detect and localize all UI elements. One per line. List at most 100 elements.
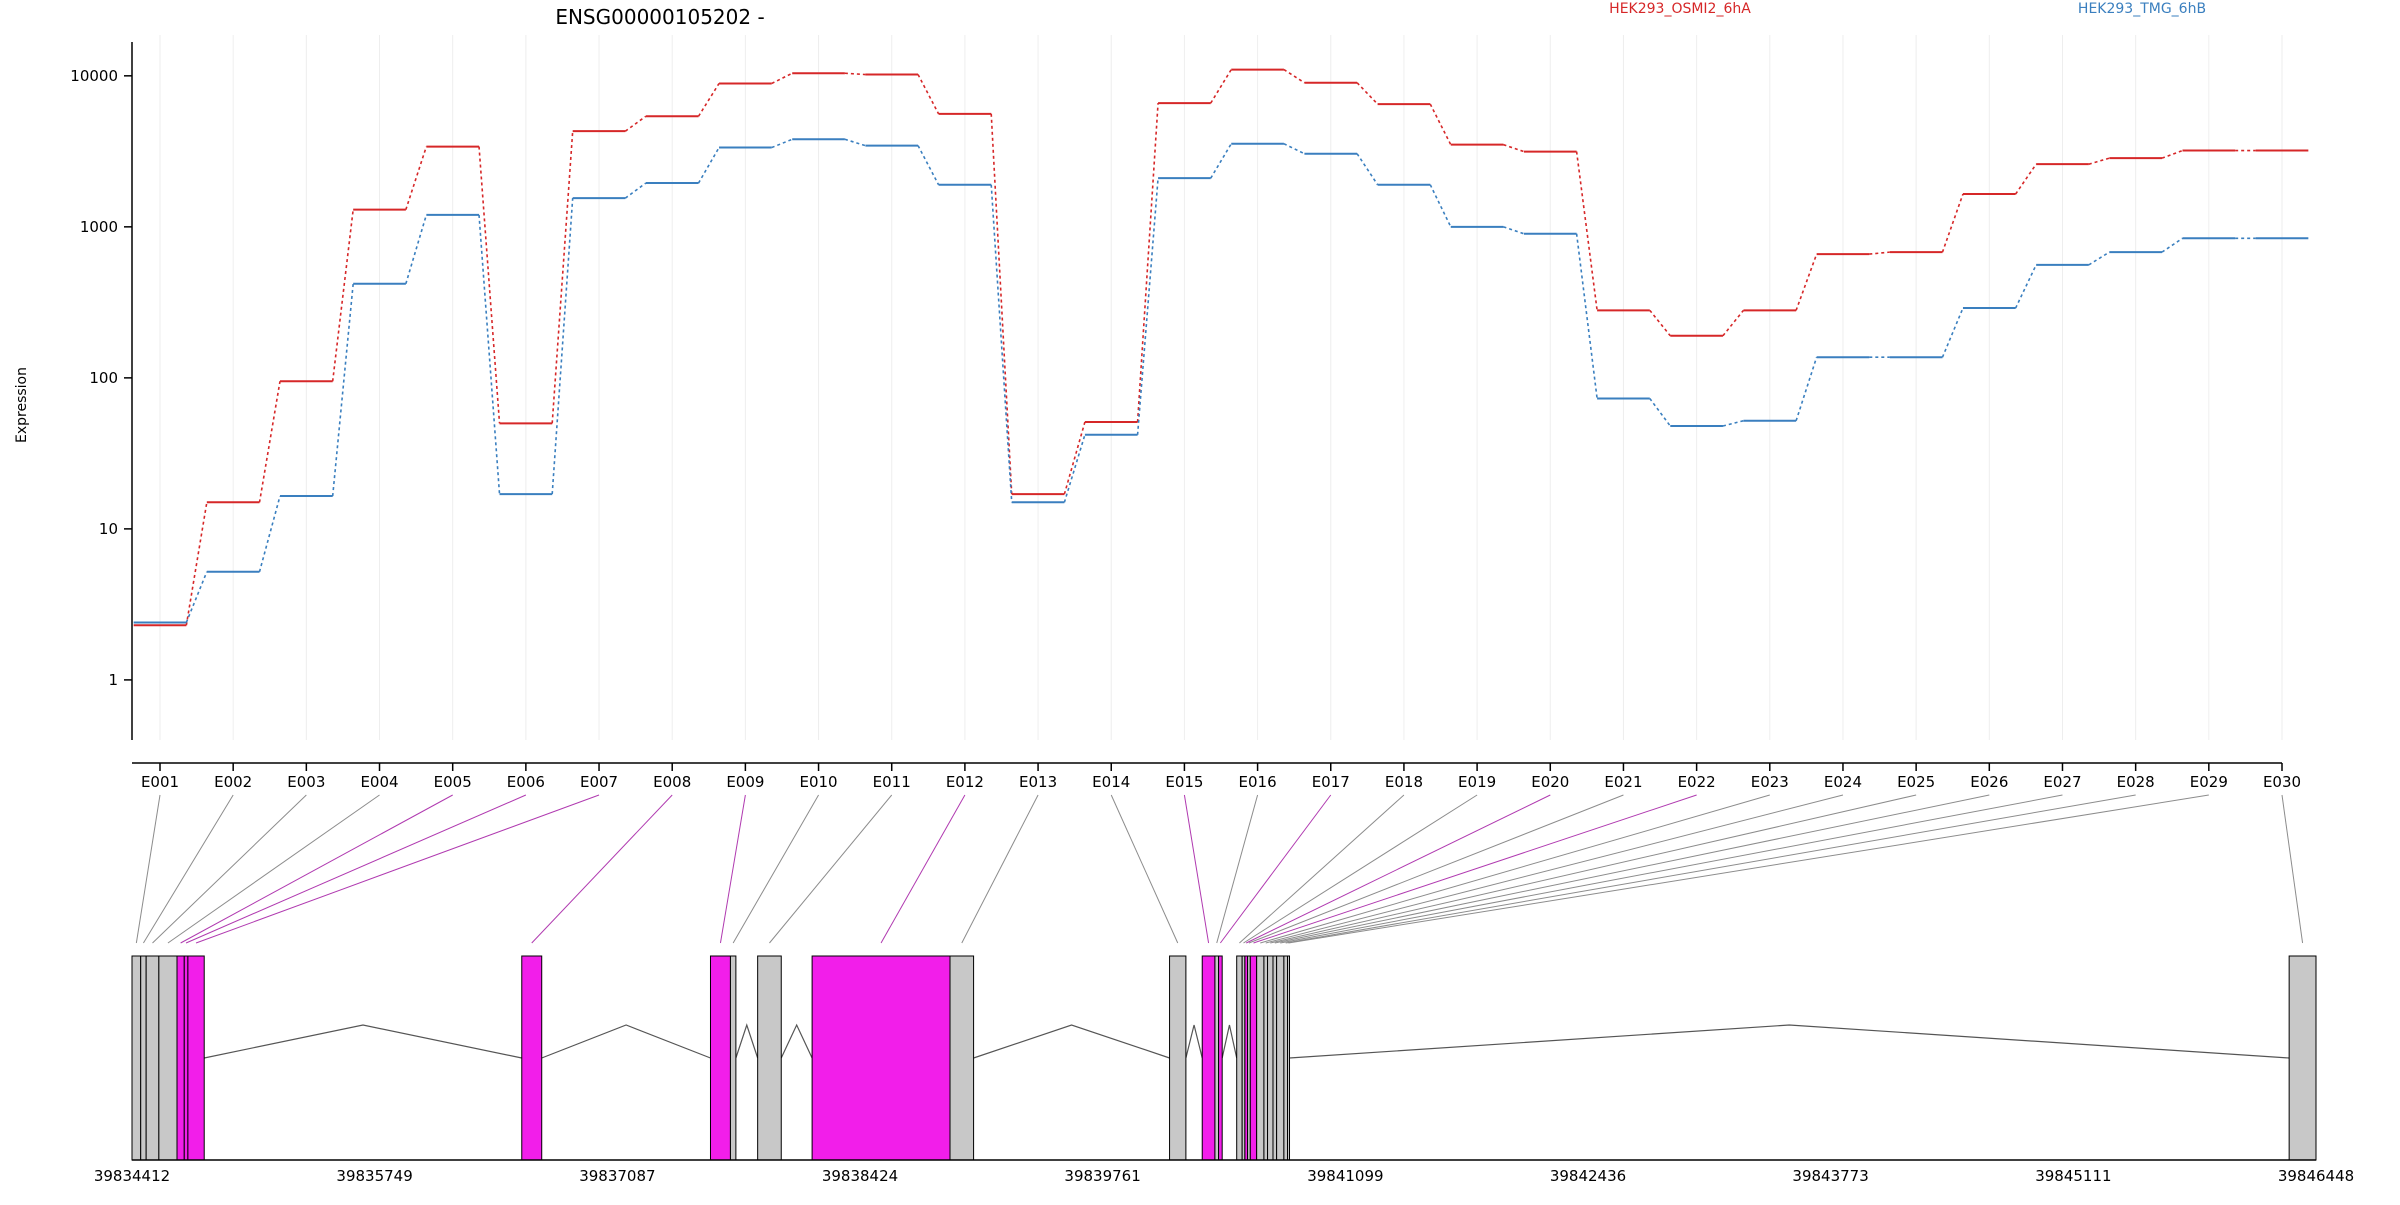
connector-E021 — [1248, 794, 1624, 944]
x-tick-label-E024: E024 — [1824, 773, 1862, 791]
connector-E008 — [531, 794, 673, 944]
connector-E005 — [180, 794, 453, 944]
transition-HEK293_OSMI2_6hA-E011 — [917, 74, 940, 115]
genomic-tick-label-39835749: 39835749 — [336, 1167, 412, 1185]
x-tick-label-E019: E019 — [1458, 773, 1496, 791]
exon-block-E002 — [140, 955, 147, 1161]
intron-2 — [541, 1024, 711, 1059]
transition-HEK293_OSMI2_6hA-E025 — [1941, 193, 1964, 253]
transition-HEK293_OSMI2_6hA-E008 — [697, 83, 720, 117]
transition-HEK293_TMG_6hB-E021 — [1649, 398, 1671, 427]
y-axis-label: Expression — [14, 367, 30, 443]
transition-HEK293_TMG_6hB-E028 — [2161, 237, 2183, 253]
transition-HEK293_OSMI2_6hA-E009 — [771, 72, 793, 85]
transition-HEK293_TMG_6hB-E002 — [258, 495, 281, 572]
transition-HEK293_OSMI2_6hA-E013 — [1063, 421, 1086, 495]
exon-block-E030 — [2288, 955, 2317, 1161]
exon-block-E015 — [1201, 955, 1216, 1161]
transition-HEK293_OSMI2_6hA-E007 — [624, 115, 647, 132]
series-layer — [133, 68, 2309, 627]
transition-HEK293_OSMI2_6hA-E024 — [1869, 251, 1890, 255]
exon-block-E029 — [1287, 955, 1291, 1161]
connector-E025 — [1270, 794, 1917, 944]
transition-HEK293_TMG_6hB-E019 — [1503, 226, 1525, 235]
connector-E029 — [1288, 794, 2209, 944]
transition-HEK293_TMG_6hB-E016 — [1283, 143, 1305, 155]
y-tick-label-1000: 1000 — [80, 218, 118, 236]
transition-HEK293_OSMI2_6hA-E012 — [990, 113, 1013, 495]
genomic-tick-label-39837087: 39837087 — [579, 1167, 655, 1185]
exon-block-E027 — [1276, 955, 1285, 1161]
connector-E013 — [961, 794, 1039, 944]
connector-E022 — [1253, 794, 1697, 944]
x-tick-label-E029: E029 — [2190, 773, 2228, 791]
exon-block-E007 — [187, 955, 205, 1161]
exon-block-E001 — [131, 955, 142, 1161]
transition-HEK293_TMG_6hB-E023 — [1795, 356, 1818, 421]
transition-HEK293_OSMI2_6hA-E019 — [1503, 143, 1525, 153]
chart-title: ENSG00000105202 - — [555, 5, 764, 29]
connector-E028 — [1285, 794, 2136, 944]
exon-block-E008 — [521, 955, 543, 1161]
x-tick-label-E017: E017 — [1312, 773, 1350, 791]
legend-entry-a: HEK293_OSMI2_6hA — [1609, 1, 1751, 17]
connector-E027 — [1280, 794, 2063, 944]
transition-HEK293_TMG_6hB-E026 — [2014, 264, 2037, 309]
x-tick-label-E010: E010 — [799, 773, 837, 791]
y-tick-label-10: 10 — [99, 520, 118, 538]
transition-HEK293_OSMI2_6hA-E001 — [185, 502, 208, 626]
intron-4 — [780, 1023, 813, 1059]
transition-HEK293_TMG_6hB-E022 — [1722, 419, 1744, 427]
connector-E019 — [1243, 794, 1478, 944]
x-tick-label-E004: E004 — [360, 773, 398, 791]
exon-block-E004 — [158, 955, 178, 1161]
transition-HEK293_TMG_6hB-E011 — [917, 145, 940, 186]
connector-E011 — [769, 794, 893, 944]
series-HEK293_OSMI2_6hA — [133, 68, 2309, 627]
connector-E030 — [2281, 794, 2304, 944]
connector-layer — [135, 794, 2304, 944]
transition-HEK293_TMG_6hB-E018 — [1429, 184, 1452, 228]
transition-HEK293_TMG_6hB-E020 — [1575, 233, 1598, 399]
transition-HEK293_TMG_6hB-E027 — [2088, 251, 2110, 266]
transition-HEK293_TMG_6hB-E006 — [551, 198, 574, 495]
x-tick-label-E009: E009 — [726, 773, 764, 791]
x-tick-label-E011: E011 — [873, 773, 911, 791]
connector-E020 — [1246, 794, 1551, 944]
x-tick-label-E013: E013 — [1019, 773, 1057, 791]
connector-E003 — [152, 794, 307, 944]
exon-block-E010 — [729, 955, 737, 1161]
exon-block-E005 — [176, 955, 185, 1161]
x-tick-label-E015: E015 — [1165, 773, 1203, 791]
transition-HEK293_TMG_6hB-E007 — [624, 182, 647, 199]
exon-block-E024 — [1263, 955, 1269, 1161]
connector-E024 — [1265, 794, 1844, 944]
genomic-tick-label-39842436: 39842436 — [1550, 1167, 1626, 1185]
transition-HEK293_OSMI2_6hA-E006 — [551, 131, 574, 424]
exon-block-E009 — [709, 955, 731, 1161]
y-tick-label-100: 100 — [89, 369, 118, 387]
connector-E014 — [1110, 794, 1179, 944]
x-tick-label-E027: E027 — [2043, 773, 2081, 791]
exon-block-E012 — [811, 955, 951, 1161]
gene-model — [131, 955, 2317, 1161]
intron-8 — [1289, 1024, 2290, 1059]
x-tick-label-E008: E008 — [653, 773, 691, 791]
x-axis: E001 E002 E003 E004 E005 E006 E007 E008 E009 E010… — [132, 762, 2301, 791]
transition-HEK293_OSMI2_6hA-E014 — [1136, 103, 1159, 423]
transition-HEK293_OSMI2_6hA-E017 — [1356, 82, 1379, 105]
transition-HEK293_TMG_6hB-E004 — [405, 214, 428, 284]
x-tick-label-E023: E023 — [1751, 773, 1789, 791]
transition-HEK293_TMG_6hB-E017 — [1356, 153, 1379, 186]
x-tick-label-E016: E016 — [1239, 773, 1277, 791]
transition-HEK293_TMG_6hB-E012 — [990, 184, 1013, 503]
transition-HEK293_OSMI2_6hA-E018 — [1429, 103, 1452, 146]
connector-E015 — [1183, 794, 1210, 944]
genomic-tick-label-39846448: 39846448 — [2278, 1167, 2354, 1185]
genomic-tick-label-39843773: 39843773 — [1792, 1167, 1868, 1185]
exon-block-E022 — [1249, 955, 1258, 1161]
exon-block-E023 — [1256, 955, 1265, 1161]
transition-HEK293_OSMI2_6hA-E004 — [405, 146, 428, 210]
transition-HEK293_TMG_6hB-E014 — [1136, 178, 1159, 435]
